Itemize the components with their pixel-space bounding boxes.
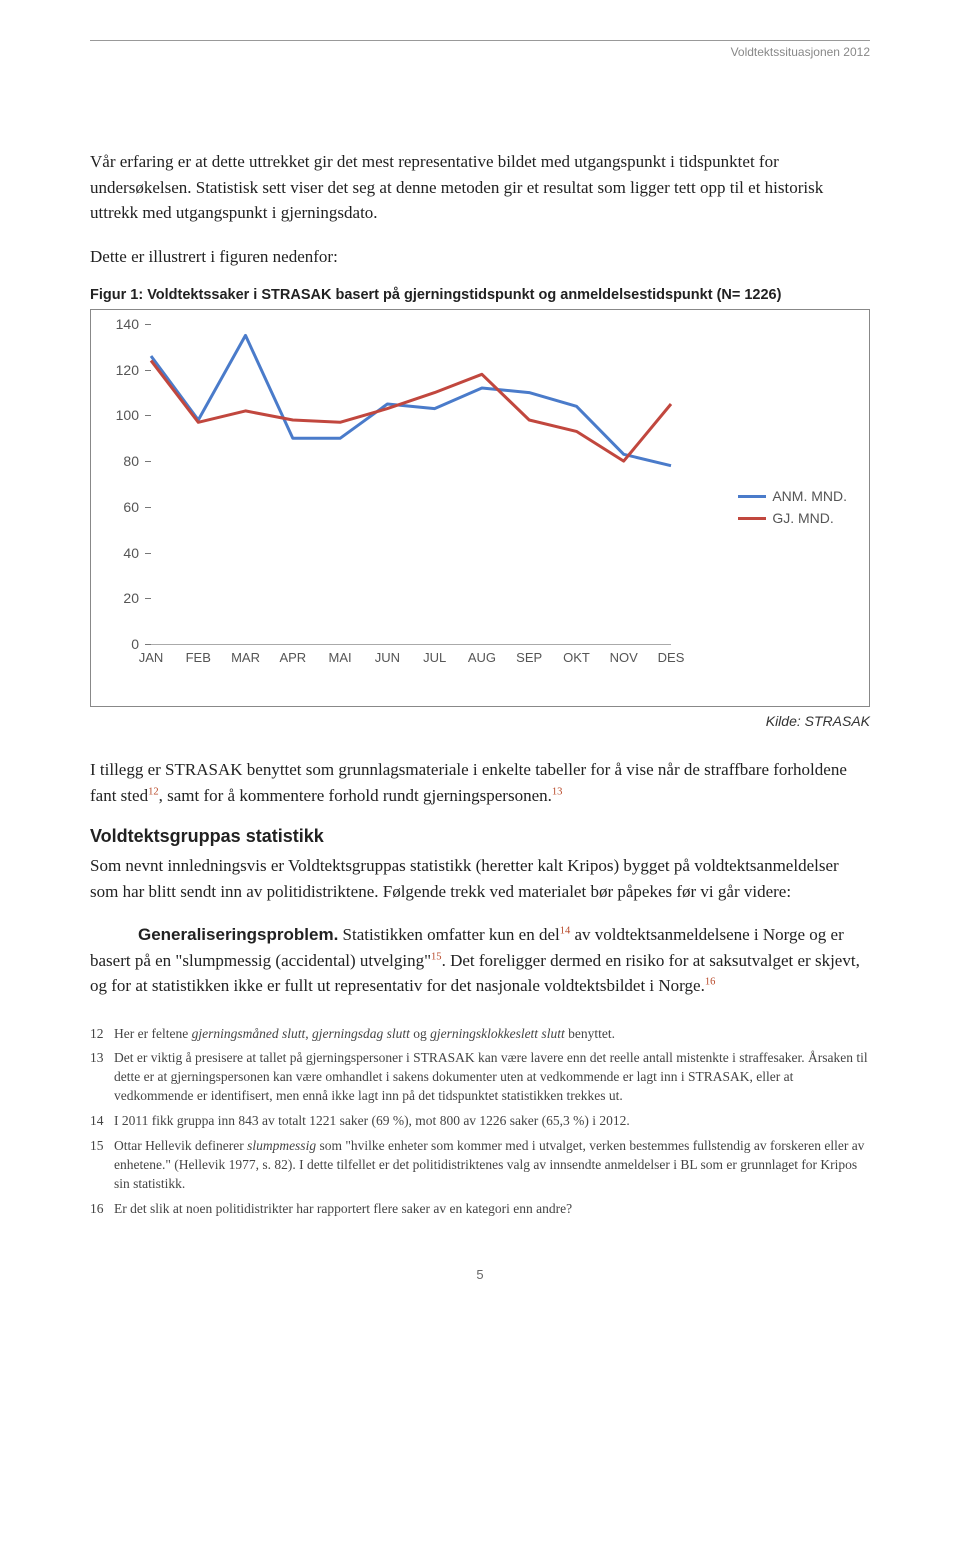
legend-item: GJ. MND. (738, 510, 847, 526)
paragraph-addl: I tillegg er STRASAK benyttet som grunnl… (90, 757, 870, 808)
footnote-ref-14: 14 (560, 925, 571, 936)
text: benyttet. (565, 1026, 615, 1041)
running-head: Voldtektssituasjonen 2012 (90, 45, 870, 59)
footnote-text: Ottar Hellevik definerer slumpmessig som… (114, 1137, 870, 1194)
footnote-ref-13: 13 (552, 786, 563, 797)
subheading: Voldtektsgruppas statistikk (90, 826, 870, 847)
page: Voldtektssituasjonen 2012 Vår erfaring e… (0, 0, 960, 1342)
legend-label: ANM. MND. (772, 488, 847, 504)
footnote-14: 14 I 2011 fikk gruppa inn 843 av totalt … (90, 1112, 870, 1131)
chart-legend: ANM. MND. GJ. MND. (738, 488, 847, 532)
footnote-text: Her er feltene gjerningsmåned slutt, gje… (114, 1025, 615, 1044)
paragraph-leadin: Dette er illustrert i figuren nedenfor: (90, 244, 870, 270)
legend-swatch (738, 517, 766, 520)
footnote-num: 14 (90, 1112, 114, 1131)
top-rule (90, 40, 870, 41)
figure-title: Figur 1: Voldtektssaker i STRASAK basert… (90, 287, 870, 303)
footnote-text: Er det slik at noen politidistrikter har… (114, 1200, 572, 1219)
text: Statistikken omfatter kun en del (338, 925, 559, 944)
line-chart: 020406080100120140JANFEBMARAPRMAIJUNJULA… (103, 318, 843, 698)
footnotes: 12 Her er feltene gjerningsmåned slutt, … (90, 1025, 870, 1219)
footnote-ref-16: 16 (705, 976, 716, 987)
legend-item: ANM. MND. (738, 488, 847, 504)
run-in-head: Generaliseringsproblem. (138, 925, 338, 944)
text: , samt for å kommentere forhold rundt gj… (159, 786, 552, 805)
figure-source: Kilde: STRASAK (90, 713, 870, 729)
text-italic: gjerningsklokkeslett slutt (430, 1026, 565, 1041)
footnote-text: Det er viktig å presisere at tallet på g… (114, 1049, 870, 1106)
legend-swatch (738, 495, 766, 498)
page-number: 5 (90, 1267, 870, 1282)
chart-svg (103, 318, 681, 654)
chart-container: 020406080100120140JANFEBMARAPRMAIJUNJULA… (90, 309, 870, 707)
text-italic: slumpmessig (247, 1138, 316, 1153)
footnote-ref-12: 12 (148, 786, 159, 797)
text: Her er feltene (114, 1026, 192, 1041)
text-italic: gjerningsdag slutt (312, 1026, 410, 1041)
footnote-num: 15 (90, 1137, 114, 1194)
text: Ottar Hellevik definerer (114, 1138, 247, 1153)
footnote-15: 15 Ottar Hellevik definerer slumpmessig … (90, 1137, 870, 1194)
footnote-text: I 2011 fikk gruppa inn 843 av totalt 122… (114, 1112, 630, 1131)
paragraph-stats: Som nevnt innledningsvis er Voldtektsgru… (90, 853, 870, 904)
legend-label: GJ. MND. (772, 510, 833, 526)
footnote-ref-15: 15 (431, 951, 442, 962)
paragraph-generalisering: Generaliseringsproblem. Statistikken omf… (90, 922, 870, 999)
indent: Generaliseringsproblem. (90, 925, 338, 944)
text: , (305, 1026, 312, 1041)
text: og (410, 1026, 430, 1041)
text-italic: gjerningsmåned slutt (192, 1026, 306, 1041)
series-line (151, 361, 671, 462)
footnote-12: 12 Her er feltene gjerningsmåned slutt, … (90, 1025, 870, 1044)
footnote-num: 13 (90, 1049, 114, 1106)
footnote-num: 16 (90, 1200, 114, 1219)
footnote-13: 13 Det er viktig å presisere at tallet p… (90, 1049, 870, 1106)
paragraph-intro: Vår erfaring er at dette uttrekket gir d… (90, 149, 870, 226)
footnote-num: 12 (90, 1025, 114, 1044)
footnote-16: 16 Er det slik at noen politidistrikter … (90, 1200, 870, 1219)
